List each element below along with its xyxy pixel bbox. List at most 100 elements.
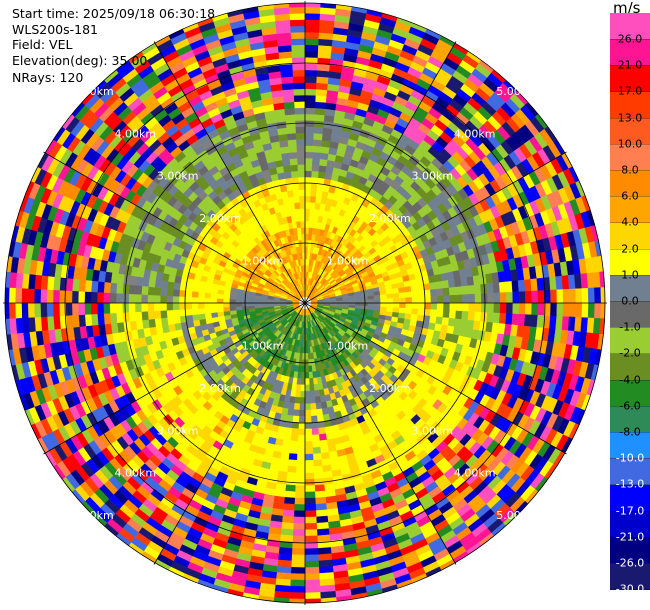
velocity-cell	[115, 292, 123, 304]
velocity-cell	[304, 497, 316, 505]
velocity-cell	[311, 434, 320, 442]
velocity-cell	[367, 299, 375, 304]
velocity-cell	[312, 158, 321, 166]
velocity-cell	[455, 302, 463, 312]
velocity-cell	[313, 126, 324, 135]
velocity-cell	[568, 288, 577, 304]
velocity-cell	[229, 302, 237, 308]
velocity-cell	[284, 427, 293, 435]
velocity-cell	[424, 296, 432, 304]
velocity-cell	[301, 365, 306, 373]
velocity-cell	[294, 497, 306, 505]
velocity-cell	[373, 298, 381, 304]
velocity-cell	[65, 314, 74, 329]
velocity-cell	[300, 371, 306, 379]
velocity-cell	[312, 139, 323, 147]
velocity-cell	[294, 396, 301, 404]
velocity-cell	[141, 310, 149, 321]
velocity-cell	[297, 441, 306, 449]
velocity-cells	[4, 2, 606, 604]
velocity-cell	[304, 472, 315, 480]
velocity-cell	[309, 208, 316, 216]
velocity-cell	[455, 286, 463, 296]
velocity-cell	[304, 6, 321, 14]
velocity-cell	[304, 566, 320, 575]
velocity-cell	[283, 433, 292, 442]
velocity-cell	[429, 282, 437, 291]
velocity-cell	[289, 579, 306, 587]
velocity-cell	[185, 302, 193, 310]
velocity-cell	[430, 288, 438, 297]
velocity-cell	[424, 302, 432, 310]
velocity-cell	[304, 573, 320, 581]
velocity-cell	[295, 384, 301, 392]
velocity-cell	[147, 294, 155, 304]
velocity-cell	[128, 311, 137, 322]
velocity-cell	[550, 289, 558, 304]
velocity-cell	[304, 510, 317, 518]
velocity-cell	[304, 195, 311, 203]
velocity-cell	[314, 101, 327, 110]
velocity-cell	[204, 312, 212, 320]
velocity-cell	[410, 285, 419, 293]
velocity-cell	[309, 396, 316, 404]
velocity-cell	[27, 288, 35, 304]
velocity-cell	[581, 287, 589, 304]
velocity-cell	[304, 491, 316, 499]
velocity-cell	[304, 113, 316, 121]
velocity-cell	[386, 293, 394, 299]
velocity-cell	[153, 286, 162, 296]
velocity-cell	[430, 309, 438, 318]
velocity-cell	[310, 402, 317, 411]
velocity-cell	[292, 522, 306, 531]
velocity-cell	[304, 208, 311, 216]
velocity-cell	[468, 302, 476, 313]
velocity-cell	[229, 306, 237, 312]
velocity-cell	[518, 302, 526, 315]
velocity-cell	[355, 299, 362, 304]
velocity-cell	[313, 465, 324, 474]
velocity-cell	[296, 447, 306, 455]
velocity-cell	[293, 516, 306, 524]
velocity-cell	[556, 302, 564, 317]
velocity-cell	[312, 446, 322, 455]
velocity-cell	[435, 281, 444, 290]
velocity-cell	[21, 287, 29, 304]
velocity-cell	[530, 278, 539, 292]
velocity-cell	[304, 183, 312, 191]
velocity-cell	[561, 275, 570, 290]
velocity-cell	[518, 291, 526, 304]
velocity-cell	[312, 151, 322, 160]
velocity-cell	[46, 315, 55, 331]
velocity-cell	[304, 31, 320, 40]
velocity-cell	[537, 302, 545, 316]
velocity-cell	[277, 553, 293, 562]
velocity-cell	[436, 295, 444, 304]
velocity-cell	[561, 316, 570, 331]
velocity-cell	[304, 157, 313, 165]
velocity-cell	[416, 284, 425, 292]
velocity-cell	[530, 314, 539, 328]
velocity-cell	[317, 427, 326, 435]
velocity-cell	[286, 471, 297, 480]
velocity-cell	[499, 302, 507, 314]
velocity-cell	[487, 302, 495, 314]
velocity-cell	[173, 315, 181, 324]
velocity-cell	[78, 279, 86, 292]
velocity-cell	[304, 69, 318, 77]
velocity-cell	[555, 275, 564, 291]
velocity-cell	[300, 384, 306, 392]
velocity-cell	[197, 297, 205, 304]
velocity-cell	[320, 452, 330, 460]
velocity-cell	[455, 310, 463, 320]
velocity-cell	[304, 201, 311, 209]
velocity-cell	[280, 528, 294, 537]
velocity-cell	[292, 529, 306, 537]
velocity-cell	[499, 292, 507, 304]
velocity-cell	[562, 288, 570, 304]
velocity-cell	[288, 453, 298, 461]
velocity-cell	[304, 170, 313, 178]
velocity-cell	[128, 293, 136, 304]
velocity-cell	[505, 313, 513, 325]
velocity-cell	[304, 82, 317, 90]
